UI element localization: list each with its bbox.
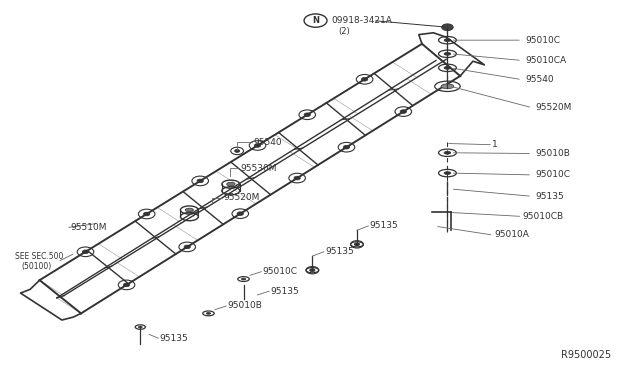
Text: 95010B: 95010B bbox=[536, 149, 570, 158]
Circle shape bbox=[362, 77, 368, 81]
Text: (2): (2) bbox=[338, 27, 349, 36]
Text: 95010CA: 95010CA bbox=[525, 56, 566, 65]
Text: 95135: 95135 bbox=[159, 334, 188, 343]
Ellipse shape bbox=[444, 39, 451, 42]
Text: 95530M: 95530M bbox=[241, 164, 277, 173]
Circle shape bbox=[254, 144, 260, 147]
Ellipse shape bbox=[444, 67, 451, 69]
Text: 95010C: 95010C bbox=[525, 36, 560, 45]
Circle shape bbox=[304, 113, 310, 116]
Text: 95510M: 95510M bbox=[70, 223, 107, 232]
Text: 1: 1 bbox=[492, 140, 498, 149]
Circle shape bbox=[237, 212, 243, 215]
Circle shape bbox=[143, 212, 150, 216]
Text: 95010C: 95010C bbox=[536, 170, 570, 179]
Text: R9500025: R9500025 bbox=[561, 350, 611, 360]
Circle shape bbox=[197, 179, 204, 183]
Ellipse shape bbox=[444, 151, 451, 154]
Text: 95010B: 95010B bbox=[228, 301, 262, 311]
Text: 95135: 95135 bbox=[536, 192, 564, 201]
Text: 95010A: 95010A bbox=[494, 230, 529, 239]
Ellipse shape bbox=[310, 269, 315, 271]
Text: 95520M: 95520M bbox=[536, 103, 572, 112]
Ellipse shape bbox=[206, 312, 211, 314]
Text: 95135: 95135 bbox=[270, 287, 299, 296]
Ellipse shape bbox=[441, 84, 454, 89]
Circle shape bbox=[184, 245, 190, 249]
Circle shape bbox=[442, 24, 453, 31]
Text: 95010C: 95010C bbox=[262, 267, 298, 276]
Text: SEE SEC.500: SEE SEC.500 bbox=[15, 251, 64, 261]
Circle shape bbox=[355, 243, 360, 246]
Circle shape bbox=[124, 283, 130, 287]
Text: 95135: 95135 bbox=[370, 221, 399, 230]
Ellipse shape bbox=[444, 171, 451, 174]
Ellipse shape bbox=[227, 182, 235, 186]
Circle shape bbox=[343, 145, 349, 149]
Circle shape bbox=[310, 269, 315, 272]
Text: 95135: 95135 bbox=[325, 247, 354, 256]
Ellipse shape bbox=[355, 243, 360, 245]
Circle shape bbox=[83, 250, 89, 254]
Ellipse shape bbox=[241, 278, 246, 280]
Text: 95520M: 95520M bbox=[223, 193, 259, 202]
Text: 95540: 95540 bbox=[253, 138, 282, 147]
Circle shape bbox=[235, 150, 240, 153]
Circle shape bbox=[400, 110, 406, 113]
Text: 95010CB: 95010CB bbox=[523, 212, 564, 221]
Ellipse shape bbox=[138, 326, 142, 328]
Text: (50100): (50100) bbox=[22, 262, 52, 271]
Ellipse shape bbox=[185, 208, 193, 212]
Text: N: N bbox=[312, 16, 319, 25]
Text: 95540: 95540 bbox=[525, 75, 554, 84]
Text: 09918-3421A: 09918-3421A bbox=[332, 16, 392, 25]
Ellipse shape bbox=[444, 52, 451, 55]
Circle shape bbox=[294, 176, 300, 180]
